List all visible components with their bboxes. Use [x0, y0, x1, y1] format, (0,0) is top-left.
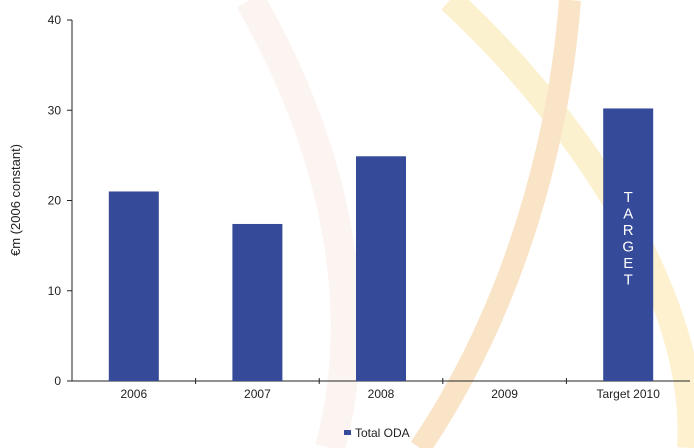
bar-2007: [232, 223, 283, 381]
x-tick-label: 2006: [120, 387, 147, 401]
y-tick-label: 0: [54, 374, 61, 388]
legend: Total ODA: [344, 426, 410, 440]
y-tick-label: 20: [48, 194, 62, 208]
x-tick-label: 2008: [368, 387, 395, 401]
x-tick-label: 2007: [244, 387, 271, 401]
x-axis: 2006 2007 2008 2009 Target 2010: [72, 378, 690, 401]
legend-swatch: [344, 430, 351, 435]
x-tick-label: Target 2010: [597, 387, 661, 401]
y-tick-label: 10: [48, 284, 62, 298]
y-axis: 0 10 20 30 40: [48, 13, 73, 388]
y-axis-title: €m (2006 constant): [8, 144, 23, 256]
bar-2006: [108, 191, 159, 381]
y-tick-label: 40: [48, 13, 62, 27]
y-tick-label: 30: [48, 103, 62, 117]
x-tick-label: 2009: [491, 387, 518, 401]
bar-target-2010: [603, 108, 654, 381]
bar-2008: [356, 156, 406, 381]
legend-label: Total ODA: [355, 426, 410, 440]
